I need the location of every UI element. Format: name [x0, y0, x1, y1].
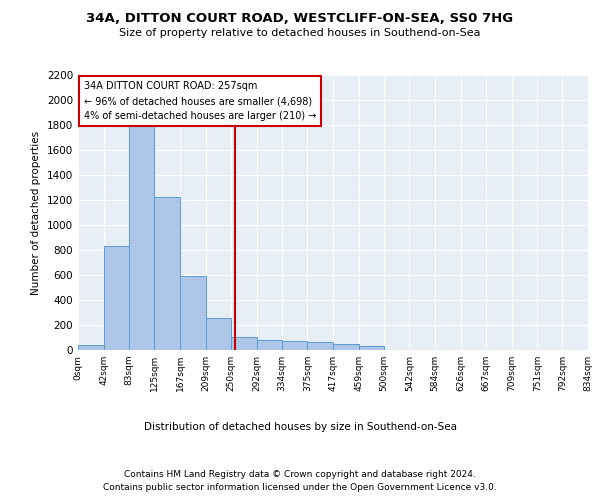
Bar	[359, 346, 384, 350]
Bar	[104, 246, 129, 350]
Y-axis label: Number of detached properties: Number of detached properties	[31, 130, 41, 294]
Bar	[282, 341, 307, 350]
Bar	[78, 345, 104, 350]
Bar	[231, 337, 257, 350]
Text: Contains public sector information licensed under the Open Government Licence v3: Contains public sector information licen…	[103, 482, 497, 492]
Bar	[129, 116, 154, 350]
Text: Size of property relative to detached houses in Southend-on-Sea: Size of property relative to detached ho…	[119, 28, 481, 38]
Text: 34A, DITTON COURT ROAD, WESTCLIFF-ON-SEA, SS0 7HG: 34A, DITTON COURT ROAD, WESTCLIFF-ON-SEA…	[86, 12, 514, 26]
Text: Contains HM Land Registry data © Crown copyright and database right 2024.: Contains HM Land Registry data © Crown c…	[124, 470, 476, 479]
Bar	[257, 340, 282, 350]
Bar	[154, 198, 180, 350]
Text: 34A DITTON COURT ROAD: 257sqm
← 96% of detached houses are smaller (4,698)
4% of: 34A DITTON COURT ROAD: 257sqm ← 96% of d…	[84, 81, 316, 121]
Bar	[206, 318, 231, 350]
Bar	[333, 344, 359, 350]
Bar	[307, 342, 333, 350]
Text: Distribution of detached houses by size in Southend-on-Sea: Distribution of detached houses by size …	[143, 422, 457, 432]
Bar	[180, 276, 206, 350]
